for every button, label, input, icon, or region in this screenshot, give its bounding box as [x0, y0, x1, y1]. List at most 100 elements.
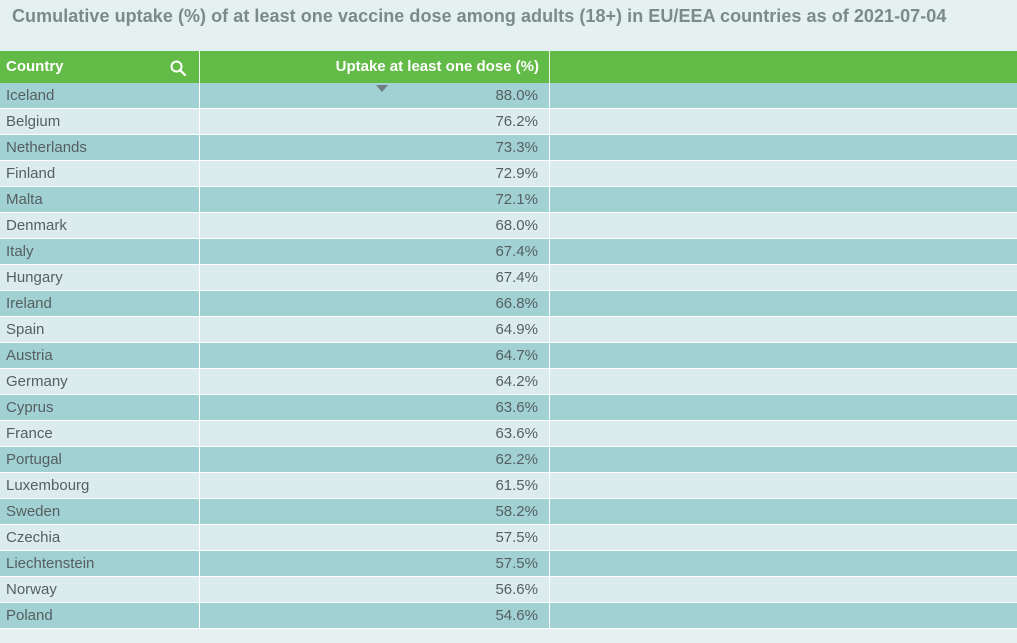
column-divider: [549, 265, 550, 291]
uptake-cell: 73.3%: [495, 139, 538, 156]
column-divider: [549, 421, 550, 447]
uptake-cell: 88.0%: [495, 87, 538, 104]
column-divider: [199, 395, 200, 421]
table-row: Iceland 88.0%: [0, 83, 1017, 109]
table-row: Poland 54.6%: [0, 603, 1017, 629]
column-divider: [549, 395, 550, 421]
column-divider: [199, 291, 200, 317]
column-divider: [199, 265, 200, 291]
column-divider: [199, 135, 200, 161]
uptake-cell: 56.6%: [495, 581, 538, 598]
column-divider: [199, 525, 200, 551]
column-header-country[interactable]: Country: [6, 58, 64, 75]
column-divider: [199, 577, 200, 603]
uptake-cell: 68.0%: [495, 217, 538, 234]
country-cell: Italy: [6, 243, 34, 260]
table-row: Luxembourg 61.5%: [0, 473, 1017, 499]
table-row: Norway 56.6%: [0, 577, 1017, 603]
uptake-cell: 66.8%: [495, 295, 538, 312]
column-divider: [199, 369, 200, 395]
column-divider: [549, 291, 550, 317]
column-divider: [199, 109, 200, 135]
table-row: Finland 72.9%: [0, 161, 1017, 187]
column-divider: [549, 577, 550, 603]
country-cell: Austria: [6, 347, 53, 364]
country-cell: Hungary: [6, 269, 63, 286]
country-cell: Denmark: [6, 217, 67, 234]
column-divider: [199, 603, 200, 629]
country-cell: Poland: [6, 607, 53, 624]
column-divider: [549, 369, 550, 395]
table-row: Germany 64.2%: [0, 369, 1017, 395]
column-divider: [549, 603, 550, 629]
column-divider: [549, 239, 550, 265]
column-divider: [549, 343, 550, 369]
table-row: Sweden 58.2%: [0, 499, 1017, 525]
column-divider: [199, 239, 200, 265]
column-divider: [549, 187, 550, 213]
country-cell: Liechtenstein: [6, 555, 95, 572]
table-row: Italy 67.4%: [0, 239, 1017, 265]
table-body: Iceland 88.0% Belgium 76.2% Netherlands 73.3%…: [0, 83, 1017, 629]
column-divider: [549, 317, 550, 343]
uptake-cell: 57.5%: [495, 529, 538, 546]
column-divider: [549, 499, 550, 525]
column-divider: [199, 51, 200, 83]
column-divider: [549, 525, 550, 551]
country-cell: Netherlands: [6, 139, 87, 156]
table-row: France 63.6%: [0, 421, 1017, 447]
column-header-uptake[interactable]: Uptake at least one dose (%): [335, 58, 539, 75]
country-cell: Germany: [6, 373, 68, 390]
uptake-cell: 64.2%: [495, 373, 538, 390]
search-icon[interactable]: [169, 59, 187, 77]
column-divider: [199, 421, 200, 447]
column-divider: [549, 83, 550, 109]
column-divider: [549, 213, 550, 239]
uptake-cell: 58.2%: [495, 503, 538, 520]
uptake-cell: 67.4%: [495, 243, 538, 260]
uptake-cell: 64.7%: [495, 347, 538, 364]
table-header: Country Uptake at least one dose (%): [0, 51, 1017, 83]
column-divider: [199, 551, 200, 577]
country-cell: Czechia: [6, 529, 61, 546]
column-divider: [199, 343, 200, 369]
uptake-cell: 67.4%: [495, 269, 538, 286]
country-cell: Cyprus: [6, 399, 54, 416]
sort-descending-icon[interactable]: [376, 85, 388, 92]
column-divider: [199, 473, 200, 499]
uptake-cell: 63.6%: [495, 399, 538, 416]
table-row: Denmark 68.0%: [0, 213, 1017, 239]
column-divider: [549, 135, 550, 161]
column-divider: [199, 447, 200, 473]
country-cell: Luxembourg: [6, 477, 90, 494]
country-cell: France: [6, 425, 53, 442]
table-row: Ireland 66.8%: [0, 291, 1017, 317]
table-row: Portugal 62.2%: [0, 447, 1017, 473]
table-row: Austria 64.7%: [0, 343, 1017, 369]
uptake-cell: 57.5%: [495, 555, 538, 572]
table-row: Spain 64.9%: [0, 317, 1017, 343]
column-divider: [199, 317, 200, 343]
uptake-cell: 54.6%: [495, 607, 538, 624]
uptake-cell: 63.6%: [495, 425, 538, 442]
column-divider: [549, 51, 550, 83]
chart-title: Cumulative uptake (%) of at least one va…: [12, 6, 947, 26]
uptake-cell: 72.9%: [495, 165, 538, 182]
column-divider: [199, 187, 200, 213]
country-cell: Portugal: [6, 451, 62, 468]
column-divider: [549, 161, 550, 187]
uptake-table: Country Uptake at least one dose (%) Ice…: [0, 51, 1017, 629]
table-row: Belgium 76.2%: [0, 109, 1017, 135]
table-row: Liechtenstein 57.5%: [0, 551, 1017, 577]
column-divider: [549, 551, 550, 577]
country-cell: Ireland: [6, 295, 52, 312]
column-divider: [549, 473, 550, 499]
column-divider: [199, 213, 200, 239]
column-divider: [549, 447, 550, 473]
table-row: Hungary 67.4%: [0, 265, 1017, 291]
country-cell: Norway: [6, 581, 57, 598]
uptake-cell: 62.2%: [495, 451, 538, 468]
country-cell: Belgium: [6, 113, 61, 130]
country-cell: Spain: [6, 321, 45, 338]
uptake-cell: 61.5%: [495, 477, 538, 494]
